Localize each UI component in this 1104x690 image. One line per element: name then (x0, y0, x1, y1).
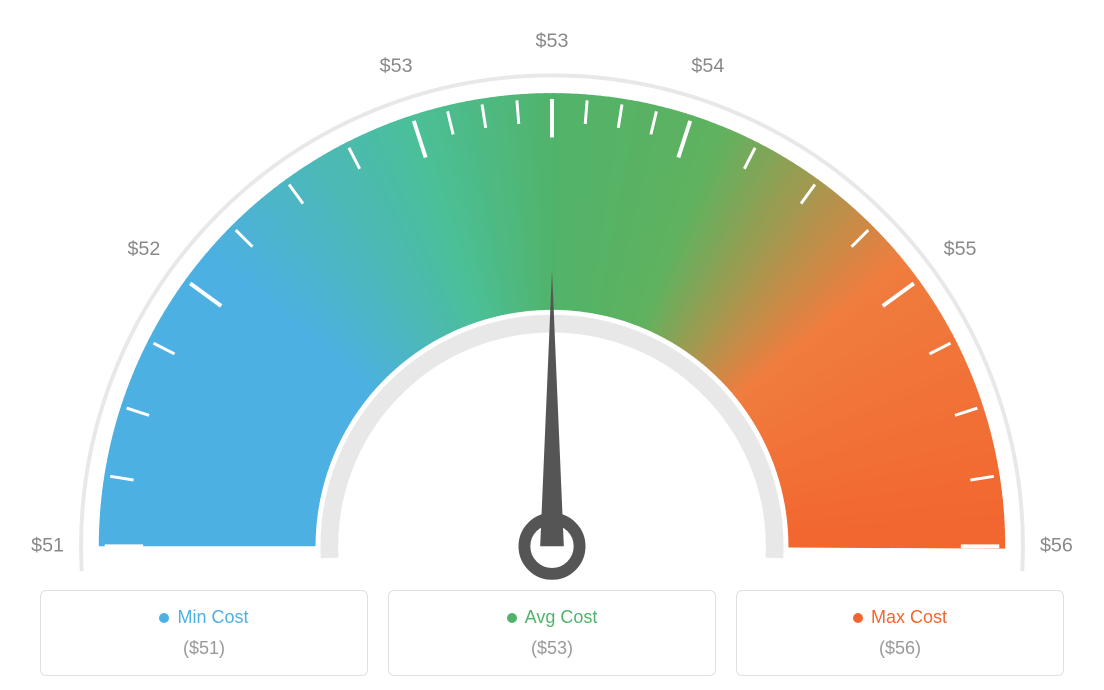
tick-label: $53 (380, 55, 413, 77)
legend-title: Max Cost (749, 607, 1051, 628)
legend-row: Min Cost ($51) Avg Cost ($53) Max Cost ($56) (20, 590, 1084, 676)
legend-value: ($53) (401, 638, 703, 659)
tick-minor (585, 100, 587, 124)
tick-label: $55 (944, 238, 977, 260)
legend-dot-icon (507, 613, 517, 623)
legend-value: ($51) (53, 638, 355, 659)
cost-gauge: $51 $52 $53 $53 $54 $55 $56 (20, 20, 1084, 580)
legend-card-min-cost: Min Cost ($51) (40, 590, 368, 676)
tick-label: $56 (1040, 534, 1073, 556)
legend-card-avg-cost: Avg Cost ($53) (388, 590, 716, 676)
legend-title: Min Cost (53, 607, 355, 628)
legend-value: ($56) (749, 638, 1051, 659)
tick-label: $54 (691, 55, 724, 77)
legend-dot-icon (853, 613, 863, 623)
tick-label: $53 (536, 30, 569, 52)
tick-label: $52 (127, 238, 160, 260)
legend-card-max-cost: Max Cost ($56) (736, 590, 1064, 676)
gauge-needle (540, 270, 564, 546)
tick-minor (517, 100, 519, 124)
legend-label: Avg Cost (525, 607, 598, 628)
gauge-svg: $51 $52 $53 $53 $54 $55 $56 (20, 20, 1084, 580)
legend-title: Avg Cost (401, 607, 703, 628)
legend-label: Min Cost (177, 607, 248, 628)
tick-label: $51 (31, 534, 64, 556)
legend-label: Max Cost (871, 607, 947, 628)
legend-dot-icon (159, 613, 169, 623)
